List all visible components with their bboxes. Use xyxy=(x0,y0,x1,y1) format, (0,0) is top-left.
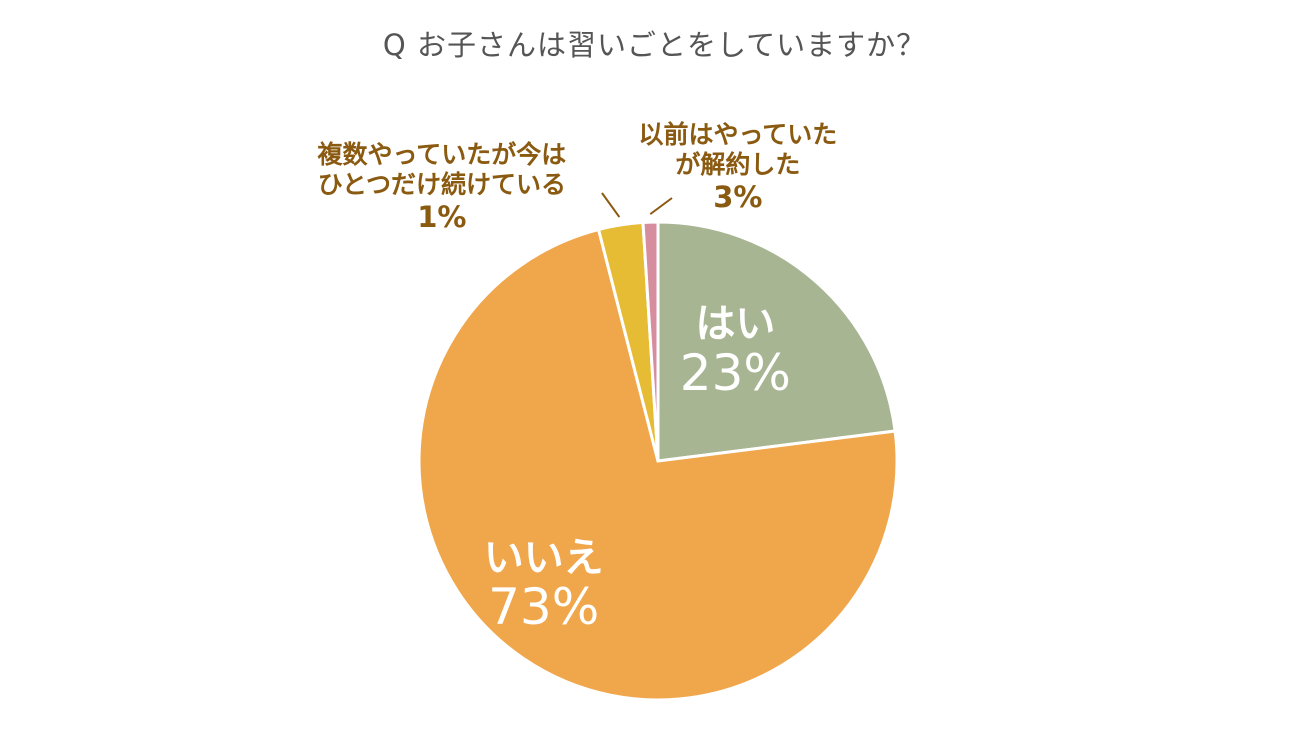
slice-name-line: ひとつだけ続けている xyxy=(317,170,567,199)
slice-percent: 23% xyxy=(679,344,791,403)
leader-line xyxy=(649,197,673,215)
slice-percent: 1% xyxy=(417,200,467,234)
slice-label-hai: はい 23% xyxy=(680,302,791,401)
slice-percent: 73% xyxy=(488,577,600,636)
pie-slice xyxy=(641,220,660,462)
slice-label-cancelled: 以前はやっていた が解約した 3% xyxy=(639,120,838,215)
slice-label-multiple-now-one: 複数やっていたが今は ひとつだけ続けている 1% xyxy=(318,140,567,235)
slice-name-line: が解約した xyxy=(675,150,801,179)
slice-name: いいえ xyxy=(483,534,604,581)
slice-label-iie: いいえ 73% xyxy=(484,536,604,635)
slice-percent: 3% xyxy=(713,180,763,214)
pie-slice xyxy=(656,220,897,463)
chart-title: Q お子さんは習いごとをしていますか？ xyxy=(382,28,927,62)
pie-slice xyxy=(417,227,899,702)
slice-name-line: 以前はやっていた xyxy=(638,120,838,149)
slice-name-line: 複数やっていたが今は xyxy=(317,140,567,169)
slice-name: はい xyxy=(695,301,776,348)
leader-line xyxy=(601,192,621,218)
